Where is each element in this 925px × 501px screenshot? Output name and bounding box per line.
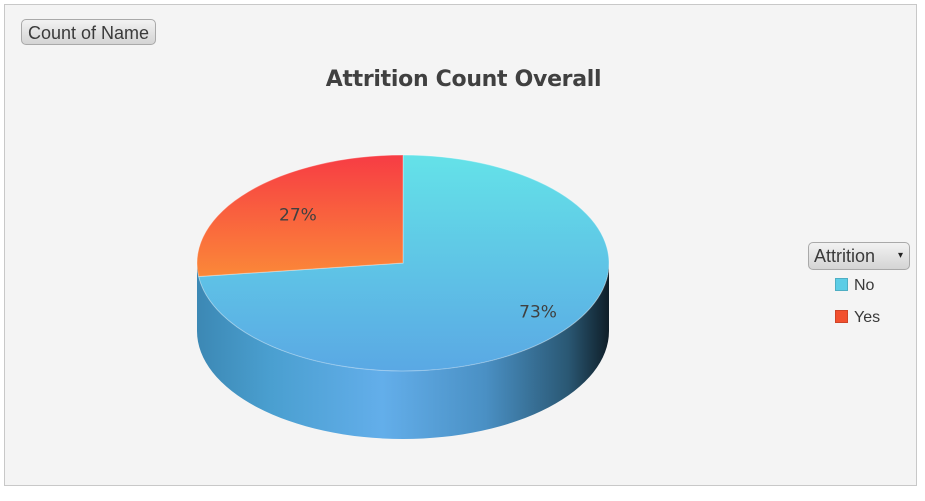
legend-field-label: Attrition [814, 246, 876, 266]
pie-side-wall [197, 263, 609, 439]
dropdown-arrow-icon[interactable]: ▾ [897, 250, 903, 261]
chart-area: Count of Name Attrition Count Overall 73… [4, 4, 917, 486]
attrition-legend-field-button[interactable]: Attrition ▾ [808, 242, 910, 270]
count-of-name-field-button[interactable]: Count of Name [21, 19, 157, 45]
pie-slice-no[interactable] [197, 154, 610, 372]
legend-swatch-no [835, 278, 848, 292]
data-label-yes: 27% [279, 205, 317, 225]
chart-title: Attrition Count Overall [325, 67, 602, 92]
legend-swatch-yes [835, 310, 848, 324]
legend-item-yes: Yes [835, 309, 880, 327]
legend-label-yes: Yes [854, 309, 881, 326]
data-label-no: 73% [519, 303, 557, 323]
pie-chart: 73% 27% [196, 154, 610, 439]
legend-item-no: No [835, 277, 874, 295]
legend-label-no: No [854, 277, 875, 294]
pie-slice-yes[interactable] [196, 154, 404, 278]
